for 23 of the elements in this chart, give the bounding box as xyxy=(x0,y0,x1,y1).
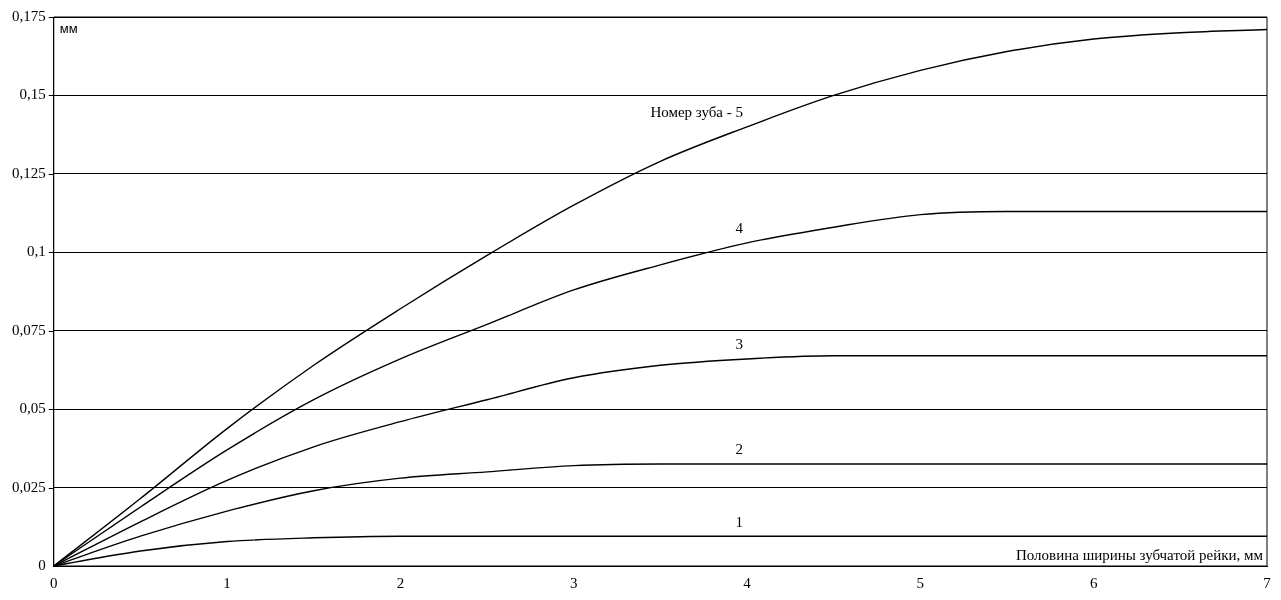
series-label: 3 xyxy=(735,336,744,353)
x-tick-label: 0 xyxy=(50,574,58,591)
y-axis-title: мм xyxy=(59,21,78,37)
x-tick-label: 1 xyxy=(223,574,231,591)
y-tick-label: 0,175 xyxy=(12,7,46,24)
y-tick-label: 0,025 xyxy=(12,478,46,495)
x-tick-label: 5 xyxy=(916,574,925,591)
x-tick-label: 2 xyxy=(396,574,405,591)
x-tick-label: 3 xyxy=(569,574,578,591)
y-tick-label: 0 xyxy=(38,556,46,573)
y-tick-label: 0,05 xyxy=(19,400,46,417)
y-tick-label: 0,1 xyxy=(27,243,46,260)
series-label: Номер зуба - 5 xyxy=(650,104,744,121)
series-label: 4 xyxy=(735,220,744,237)
x-axis-title: Половина ширины зубчатой рейки, мм xyxy=(1015,547,1264,564)
y-tick-label: 0,15 xyxy=(19,86,46,103)
x-tick-label: 7 xyxy=(1263,574,1272,591)
series-label: 1 xyxy=(735,513,744,530)
x-tick-label: 4 xyxy=(743,574,752,591)
x-tick-label: 6 xyxy=(1089,574,1098,591)
series-label: 2 xyxy=(735,441,744,458)
y-tick-label: 0,075 xyxy=(12,321,46,338)
y-tick-label: 0,125 xyxy=(12,164,46,181)
